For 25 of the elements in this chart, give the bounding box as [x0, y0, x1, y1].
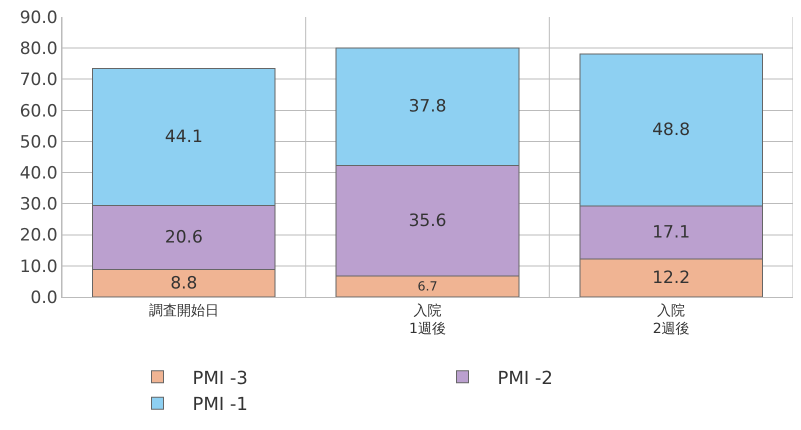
y-tick-label: 30.0: [20, 194, 58, 215]
x-tick-label: 入院 1週後: [409, 302, 446, 337]
legend-label: PMI -3: [192, 368, 248, 389]
data-label: 48.8: [652, 120, 690, 140]
legend-label: PMI -2: [498, 368, 553, 389]
y-tick-label: 40.0: [20, 164, 58, 184]
data-label: 8.8: [170, 273, 198, 294]
y-tick-label: 10.0: [20, 256, 58, 277]
y-tick-label: 70.0: [20, 70, 58, 90]
y-tick-label: 20.0: [20, 226, 58, 246]
x-tick-label: 調査開始日: [148, 302, 219, 319]
data-label: 12.2: [652, 268, 690, 288]
y-tick-label: 50.0: [20, 132, 58, 152]
y-tick-label: 60.0: [20, 101, 58, 122]
data-label: 20.6: [164, 228, 203, 248]
x-tick-label: 入院 2週後: [652, 302, 690, 337]
data-label: 44.1: [164, 126, 203, 147]
data-label: 6.7: [417, 278, 438, 294]
y-tick-label: 90.0: [20, 8, 58, 28]
data-label: 37.8: [408, 96, 446, 117]
y-tick-label: 80.0: [20, 39, 58, 60]
legend-label: PMI -1: [192, 394, 248, 416]
data-label: 17.1: [652, 222, 690, 242]
y-tick-label: 0.0: [30, 288, 58, 308]
data-label: 35.6: [408, 210, 446, 231]
